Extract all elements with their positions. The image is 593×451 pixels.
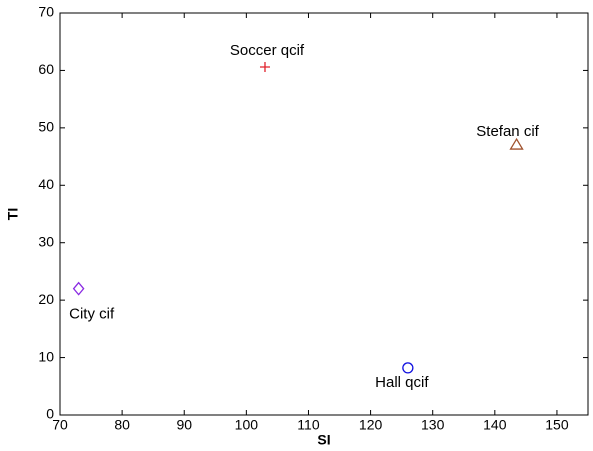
- y-axis-label: TI: [5, 208, 21, 220]
- x-tick-label: 130: [421, 417, 445, 433]
- x-tick-label: 150: [545, 417, 569, 433]
- x-tick-label: 80: [114, 417, 130, 433]
- y-tick-label: 20: [38, 291, 54, 307]
- y-tick-label: 30: [38, 233, 54, 249]
- x-axis-label: SI: [317, 432, 330, 448]
- y-tick-label: 0: [46, 406, 54, 422]
- y-tick-label: 10: [38, 348, 54, 364]
- x-tick-label: 70: [52, 417, 68, 433]
- point-label: City cif: [69, 306, 115, 323]
- point: [72, 281, 85, 296]
- point: [402, 362, 414, 374]
- plot-frame: [59, 12, 589, 416]
- x-tick-label: 110: [297, 417, 320, 433]
- y-tick-label: 70: [38, 4, 54, 20]
- x-tick-label: 100: [235, 417, 259, 433]
- y-tick-label: 60: [38, 61, 54, 77]
- point-label: Stefan cif: [476, 123, 539, 140]
- point-label: Hall qcif: [375, 374, 429, 391]
- point: [509, 137, 524, 150]
- point: [259, 61, 270, 72]
- x-tick-label: 120: [359, 417, 383, 433]
- y-tick-label: 50: [38, 119, 54, 135]
- point-label: Soccer qcif: [230, 42, 305, 59]
- x-tick-label: 90: [176, 417, 192, 433]
- y-tick-label: 40: [38, 176, 54, 192]
- x-tick-label: 140: [483, 417, 507, 433]
